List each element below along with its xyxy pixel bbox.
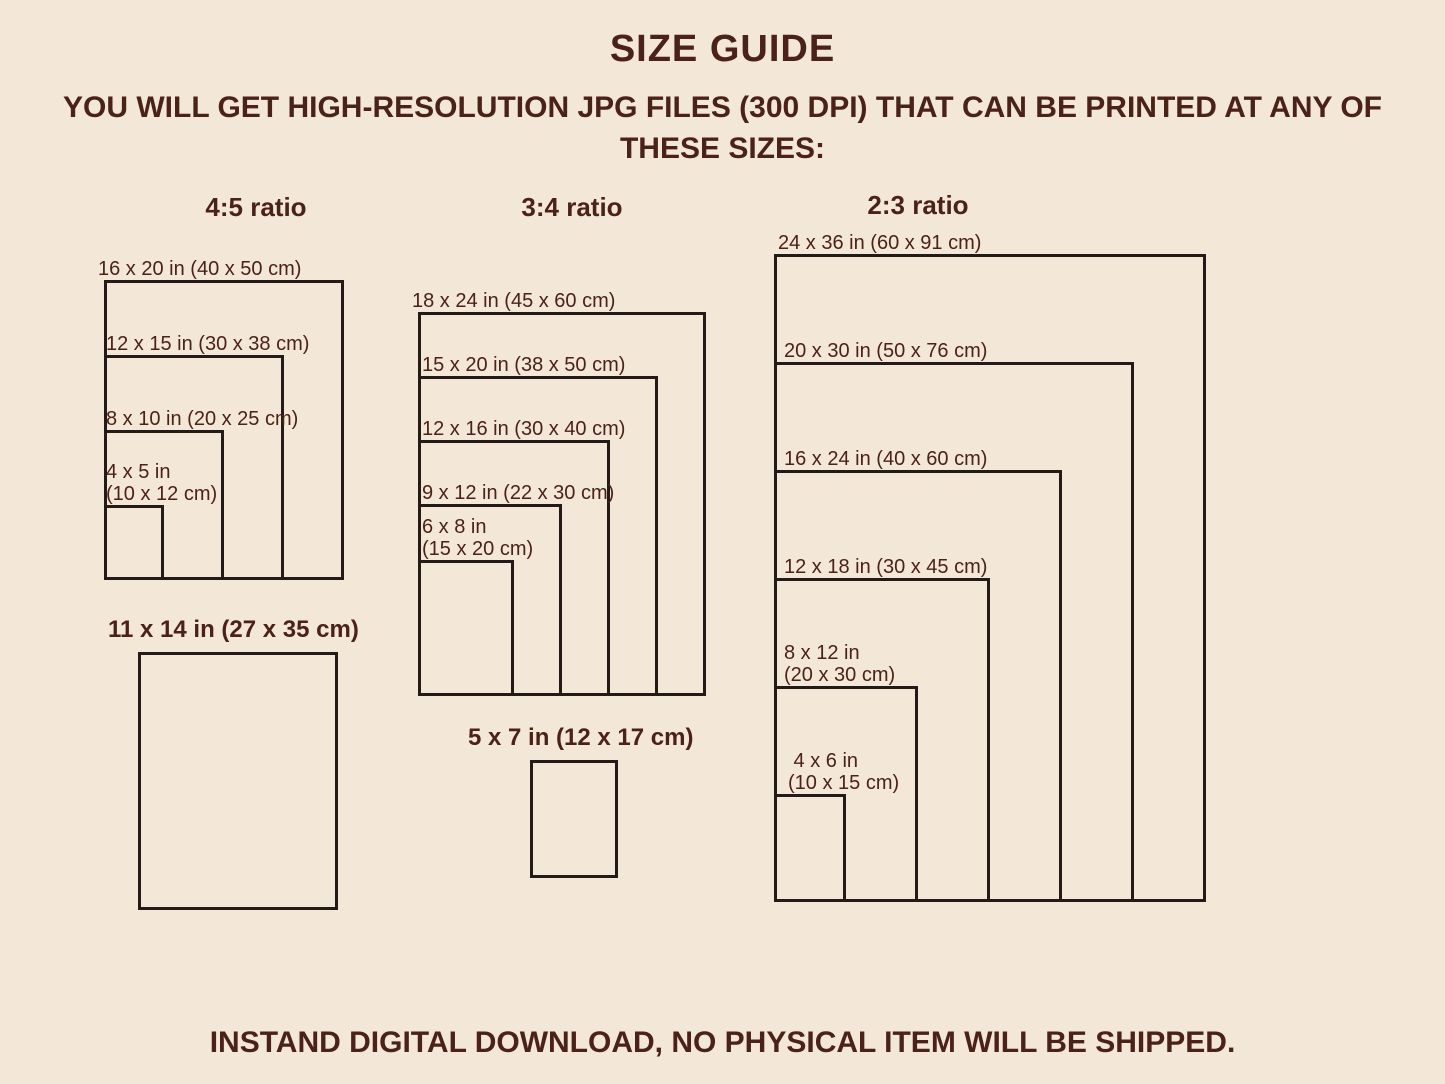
size-box: [418, 560, 514, 696]
size-label: 20 x 30 in (50 x 76 cm): [784, 340, 987, 362]
size-label: 12 x 15 in (30 x 38 cm): [106, 333, 309, 355]
stack-ratio-2-3: 24 x 36 in (60 x 91 cm)20 x 30 in (50 x …: [774, 246, 1206, 902]
size-box: [104, 505, 164, 580]
ratio-title-ratio-3-4: 3:4 ratio: [502, 192, 642, 223]
page-title: SIZE GUIDE: [0, 28, 1445, 71]
ratio-title-ratio-4-5: 4:5 ratio: [186, 192, 326, 223]
size-label: 16 x 24 in (40 x 60 cm): [784, 448, 987, 470]
size-label: 4 x 6 in (10 x 15 cm): [788, 750, 899, 794]
size-label: 4 x 5 in (10 x 12 cm): [106, 461, 217, 505]
extra-title-ratio-3-4: 5 x 7 in (12 x 17 cm): [468, 724, 693, 752]
size-label: 9 x 12 in (22 x 30 cm): [422, 482, 614, 504]
stack-ratio-3-4: 18 x 24 in (45 x 60 cm)15 x 20 in (38 x …: [418, 246, 706, 696]
size-label: 15 x 20 in (38 x 50 cm): [422, 354, 625, 376]
size-label: 18 x 24 in (45 x 60 cm): [412, 290, 615, 312]
size-label: 8 x 10 in (20 x 25 cm): [106, 408, 298, 430]
page-footer: INSTAND DIGITAL DOWNLOAD, NO PHYSICAL IT…: [0, 1026, 1445, 1060]
size-box: [530, 760, 618, 878]
extra-title-ratio-4-5: 11 x 14 in (27 x 35 cm): [108, 616, 359, 644]
size-label: 12 x 16 in (30 x 40 cm): [422, 418, 625, 440]
size-label: 8 x 12 in (20 x 30 cm): [784, 642, 895, 686]
size-label: 12 x 18 in (30 x 45 cm): [784, 556, 987, 578]
ratio-title-ratio-2-3: 2:3 ratio: [848, 190, 988, 221]
size-box: [138, 652, 338, 910]
page-subtitle: YOU WILL GET HIGH-RESOLUTION JPG FILES (…: [30, 88, 1415, 169]
size-label: 24 x 36 in (60 x 91 cm): [778, 232, 981, 254]
stack-ratio-4-5: 16 x 20 in (40 x 50 cm)12 x 15 in (30 x …: [104, 245, 344, 580]
size-label: 6 x 8 in (15 x 20 cm): [422, 516, 533, 560]
size-box: [774, 794, 846, 902]
size-label: 16 x 20 in (40 x 50 cm): [98, 258, 301, 280]
